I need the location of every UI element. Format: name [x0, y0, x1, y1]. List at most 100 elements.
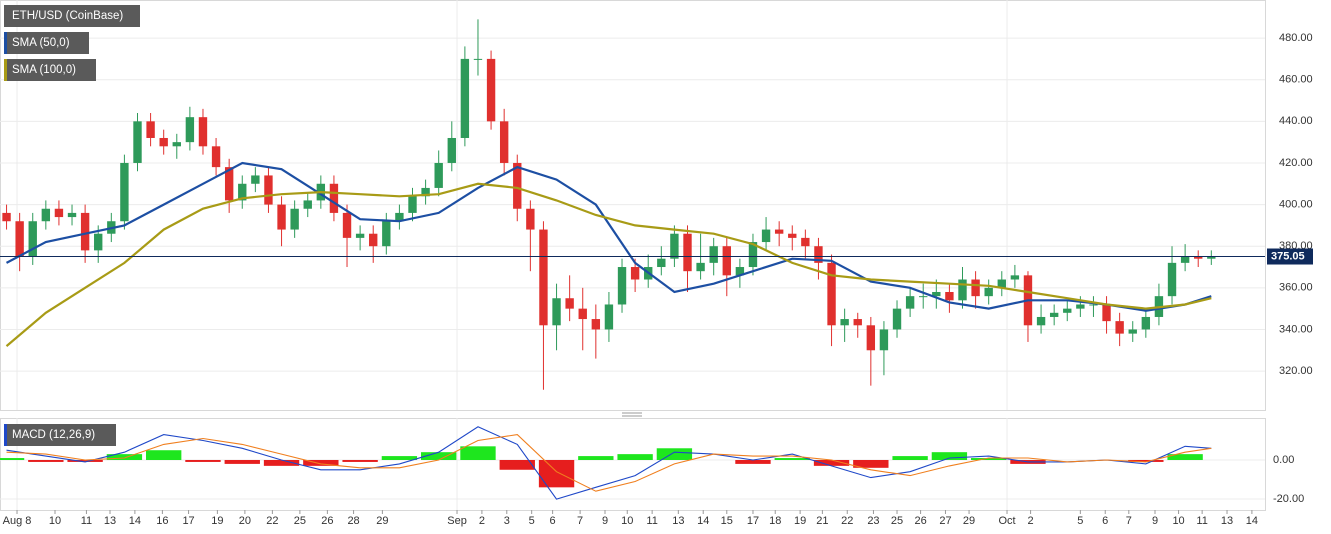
- macd-histogram-bar: [342, 459, 378, 462]
- candle-body: [814, 246, 823, 263]
- candle-body: [696, 262, 705, 272]
- macd-histogram-bar: [735, 459, 771, 464]
- x-tick-label: 9: [1152, 515, 1158, 527]
- candle-body: [146, 121, 155, 138]
- macd-histogram-bar: [28, 459, 64, 462]
- candle-body: [159, 137, 168, 147]
- candle-body: [1076, 304, 1085, 309]
- candle-body: [748, 242, 758, 268]
- macd-histogram-bar: [578, 456, 614, 460]
- candle-body: [892, 308, 902, 330]
- candle-body: [997, 279, 1006, 288]
- y-tick-label: 440.00: [1279, 115, 1313, 127]
- candle-body: [1010, 275, 1020, 280]
- x-tick-label: 14: [129, 515, 141, 527]
- candle-body: [408, 196, 417, 213]
- candle-body: [526, 208, 535, 230]
- candle-body: [827, 262, 836, 326]
- candle-body: [853, 319, 862, 326]
- legend-label: MACD (12,26,9): [12, 429, 95, 441]
- x-tick-label: 28: [347, 515, 359, 527]
- candle-body: [1089, 304, 1098, 306]
- x-tick-label: 18: [769, 515, 781, 527]
- x-tick-label: 10: [1172, 515, 1184, 527]
- x-tick-label: 17: [747, 515, 759, 527]
- candle-body: [539, 229, 548, 326]
- x-tick-label: 3: [504, 515, 510, 527]
- x-tick-label: 25: [294, 515, 306, 527]
- candle-body: [919, 296, 928, 298]
- candle-body: [120, 162, 129, 222]
- x-tick-label: 15: [721, 515, 733, 527]
- candle-body: [238, 183, 247, 201]
- macd-histogram-bar: [303, 459, 339, 466]
- x-tick-label: 29: [376, 515, 388, 527]
- x-tick-label: Sep: [447, 515, 467, 527]
- candle-body: [447, 137, 456, 163]
- macd-histogram-bar: [774, 458, 810, 460]
- y-tick-label: 320.00: [1279, 365, 1313, 377]
- macd-line: [6, 434, 1212, 492]
- candle-body: [578, 308, 587, 320]
- macd-histogram-bar: [146, 450, 182, 460]
- candle-body: [1194, 256, 1203, 259]
- candle-body: [54, 208, 64, 218]
- macd-line: [6, 426, 1212, 500]
- macd-histogram-bar: [421, 452, 457, 460]
- legend-entry: SMA (100,0): [4, 59, 96, 81]
- x-tick-label: 2: [1028, 515, 1034, 527]
- macd-histogram-bar: [1128, 459, 1164, 462]
- candle-body: [958, 279, 967, 301]
- sma-line: [5, 182, 1212, 347]
- x-tick-label: 21: [816, 515, 828, 527]
- x-tick-label: 22: [266, 515, 278, 527]
- candle-body: [369, 233, 378, 247]
- macd-panel: [0, 418, 1266, 511]
- legend-entry: MACD (12,26,9): [4, 424, 116, 446]
- candle-body: [1141, 316, 1151, 330]
- candle-body: [1063, 308, 1072, 313]
- candle-body: [460, 58, 470, 138]
- macd-histogram-bar: [853, 459, 889, 468]
- x-tick-label: 5: [529, 515, 535, 527]
- x-tick-label: 11: [1196, 515, 1207, 527]
- candle-body: [342, 212, 352, 238]
- macd-histogram-bar: [499, 459, 535, 470]
- legend-swatch: [4, 424, 7, 446]
- candle-body: [788, 233, 797, 238]
- x-tick-label: 6: [550, 515, 556, 527]
- x-tick-label: 23: [867, 515, 879, 527]
- legend-entry: SMA (50,0): [4, 32, 89, 54]
- x-tick-label: 19: [794, 515, 806, 527]
- x-tick-label: 26: [914, 515, 926, 527]
- candle-body: [1049, 312, 1059, 317]
- x-tick-label: 26: [321, 515, 333, 527]
- candle-body: [630, 267, 640, 280]
- x-tick-label: 13: [672, 515, 684, 527]
- candle-body: [984, 287, 993, 297]
- candle-body: [670, 233, 679, 259]
- candle-body: [552, 298, 561, 326]
- x-tick-label: 6: [1102, 515, 1108, 527]
- x-tick-label: 11: [81, 515, 92, 527]
- x-tick-label: 20: [239, 515, 251, 527]
- candle-body: [41, 208, 51, 222]
- macd-histogram-bar: [263, 459, 300, 466]
- x-tick-label: 5: [1077, 515, 1083, 527]
- sma-line: [5, 161, 1212, 312]
- y-tick-label: -20.00: [1273, 493, 1304, 505]
- macd-histogram-bar: [656, 448, 693, 460]
- candle-body: [67, 212, 77, 218]
- x-tick-label: Oct: [998, 515, 1015, 527]
- x-tick-label: 10: [49, 515, 61, 527]
- price-panel: [0, 0, 1266, 411]
- x-tick-label: 10: [621, 515, 633, 527]
- legend-box: [4, 424, 116, 446]
- candle-body: [499, 121, 509, 163]
- x-tick-label: Aug 8: [3, 515, 32, 527]
- macd-histogram-bar: [1167, 454, 1203, 460]
- candle-body: [735, 267, 745, 276]
- macd-histogram-bar: [185, 459, 221, 462]
- x-tick-label: 22: [841, 515, 853, 527]
